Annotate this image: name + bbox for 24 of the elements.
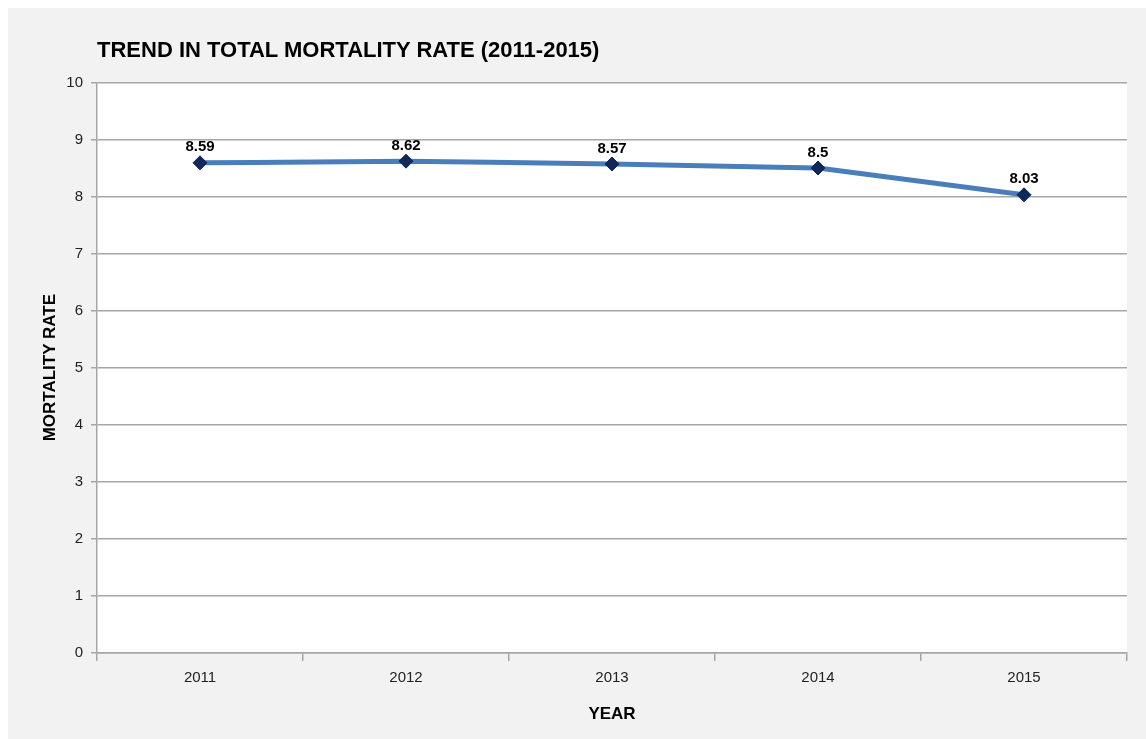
- x-axis-title: YEAR: [588, 704, 636, 724]
- x-tick-label: 2013: [595, 668, 629, 686]
- x-tick-label: 2014: [801, 668, 835, 686]
- y-tick-label: 6: [74, 300, 83, 318]
- y-tick-label: 0: [74, 643, 83, 661]
- y-tick-label: 2: [74, 529, 83, 547]
- y-tick-label: 1: [74, 586, 83, 604]
- data-label: 8.62: [391, 135, 421, 153]
- data-label: 8.03: [1009, 169, 1039, 187]
- data-label: 8.59: [185, 137, 215, 155]
- data-label: 8.5: [807, 142, 829, 160]
- data-label: 8.57: [597, 138, 627, 156]
- x-tick-label: 2015: [1007, 668, 1041, 686]
- chart-title: TREND IN TOTAL MORTALITY RATE (2011-2015): [97, 37, 600, 63]
- y-tick-label: 9: [74, 129, 83, 147]
- y-tick-label: 8: [74, 186, 83, 204]
- y-tick-label: 7: [74, 243, 83, 261]
- x-tick-label: 2011: [183, 668, 217, 686]
- y-tick-label: 5: [74, 357, 83, 375]
- y-tick-label: 10: [66, 72, 83, 90]
- y-tick-label: 4: [74, 414, 83, 432]
- y-axis-title: MORTALITY RATE: [39, 294, 59, 442]
- y-tick-label: 3: [74, 471, 83, 489]
- x-tick-label: 2012: [389, 668, 423, 686]
